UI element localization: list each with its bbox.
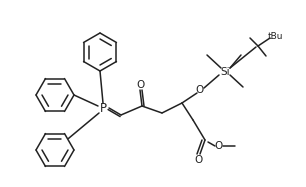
Text: Si: Si: [220, 67, 230, 77]
Text: O: O: [196, 85, 204, 95]
Text: P: P: [99, 102, 106, 114]
Text: tBu: tBu: [268, 31, 283, 41]
Text: O: O: [137, 80, 145, 90]
Text: O: O: [195, 155, 203, 165]
Text: O: O: [215, 141, 223, 151]
